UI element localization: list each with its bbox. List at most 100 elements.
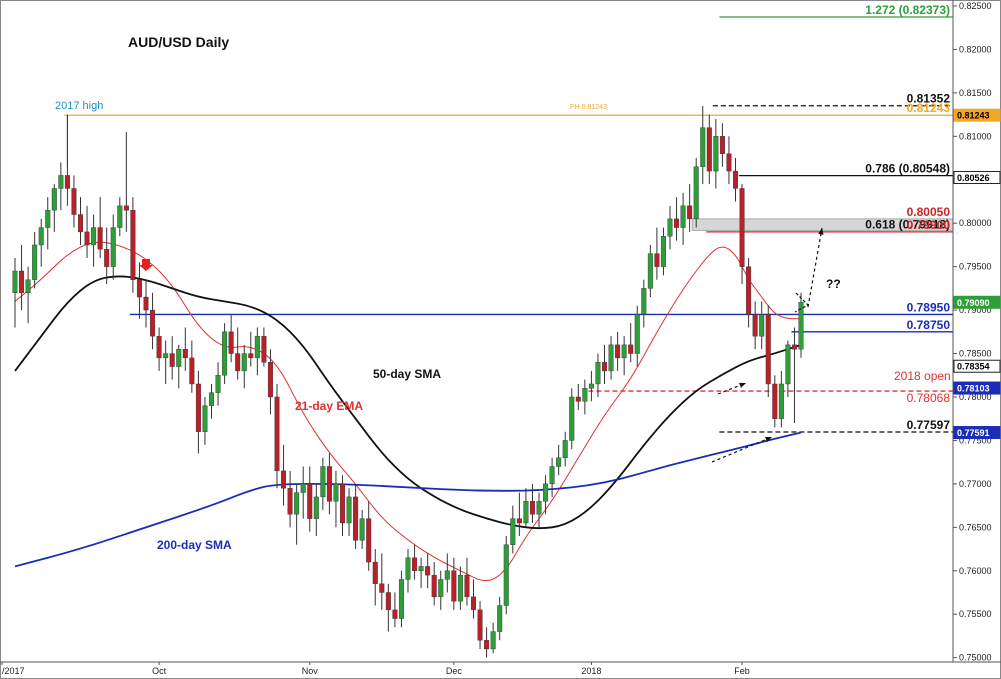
candle-body — [228, 331, 234, 354]
candle-body — [320, 466, 326, 498]
level-label: 0.78068 — [907, 391, 951, 405]
candle-body — [575, 396, 581, 402]
series-line — [14, 241, 801, 582]
candle-body — [25, 279, 31, 293]
candle-body — [372, 561, 378, 585]
candle-body — [222, 331, 228, 376]
candle-body — [97, 227, 103, 250]
candle-body — [143, 296, 149, 311]
y-tick-label: 0.75000 — [959, 653, 992, 663]
candle-body — [208, 392, 214, 406]
candle-body — [615, 344, 621, 359]
high-2017-label: 2017 high — [55, 100, 103, 112]
candle-body — [333, 483, 339, 502]
open-2018-label: 2018 open — [894, 369, 951, 383]
candle-body — [503, 544, 509, 606]
y-tick-label: 0.80000 — [959, 218, 992, 228]
candle-body — [516, 518, 522, 524]
level-label: 0.78950 — [907, 300, 951, 314]
price-tag-label: 0.81243 — [957, 111, 990, 121]
candle-body — [392, 609, 398, 619]
candle-body — [412, 557, 418, 571]
y-tick-label: 0.79000 — [959, 305, 992, 315]
candle-body — [359, 518, 365, 541]
candle-body — [281, 470, 287, 489]
candle-body — [51, 188, 57, 211]
candle-body — [752, 314, 758, 337]
candle-body — [588, 383, 594, 389]
candle-body — [104, 249, 110, 267]
red-arrow-marker — [139, 259, 153, 272]
level-label: 0.78750 — [907, 318, 951, 332]
candle-body — [438, 579, 444, 598]
candle-body — [176, 349, 182, 367]
candle-body — [510, 518, 516, 545]
candle-body — [791, 344, 797, 350]
price-tag — [953, 426, 1001, 440]
candle-body — [195, 383, 201, 432]
candle-body — [353, 496, 359, 541]
candle-body — [641, 288, 647, 315]
annotations-layer: AUD/USD Daily 2017 high PH 0.81243 21-da… — [55, 34, 951, 552]
x-tick-label: /2017 — [2, 666, 25, 676]
candle-body — [313, 496, 319, 519]
sma-50-label: 50-day SMA — [373, 367, 441, 381]
price-tag — [953, 108, 1001, 122]
candle-body — [235, 353, 241, 372]
candle-body — [490, 631, 496, 650]
candle-body — [12, 270, 18, 293]
candle-body — [287, 488, 293, 515]
y-tick-label: 0.75500 — [959, 609, 992, 619]
candle-body — [136, 279, 142, 298]
candle-body — [687, 205, 693, 220]
x-tick-label: Oct — [152, 666, 167, 676]
arrow-ema-head — [739, 382, 746, 388]
candle-body — [536, 501, 542, 515]
candle-body — [261, 335, 267, 363]
candle-body — [77, 214, 83, 233]
candle-body — [32, 244, 38, 280]
candle-body — [58, 175, 64, 189]
candle-body — [241, 353, 247, 372]
zigzag-path — [794, 292, 809, 313]
candle-body — [38, 227, 44, 246]
price-tag — [953, 295, 1001, 309]
candle-body — [700, 127, 706, 167]
y-tick-label: 0.79500 — [959, 262, 992, 272]
arrow-up-target — [807, 227, 823, 308]
candle-body — [346, 496, 352, 524]
level-label: 0.81243 — [907, 101, 951, 115]
candle-body — [91, 227, 97, 246]
arrow-200sma-head — [765, 436, 772, 442]
candle-body — [340, 483, 346, 524]
candle-body — [785, 344, 791, 385]
candle-body — [110, 227, 116, 267]
candle-body — [425, 566, 431, 576]
candle-body — [647, 253, 653, 289]
candle-body — [457, 574, 463, 602]
candle-body — [595, 362, 601, 385]
price-tag — [953, 171, 1001, 185]
candle-body — [765, 314, 771, 385]
candle-body — [719, 136, 725, 154]
level-label: 0.81352 — [907, 92, 951, 106]
candle-body — [569, 396, 575, 441]
x-tick-label: Nov — [302, 666, 319, 676]
candle-body — [602, 362, 608, 372]
candle-body — [307, 483, 313, 519]
candles-layer — [12, 105, 804, 658]
level-label: 0.77597 — [907, 418, 951, 432]
candle-body — [45, 209, 51, 228]
question-label: ?? — [826, 277, 841, 291]
candle-body — [706, 127, 712, 172]
series-line — [14, 431, 802, 568]
candle-body — [248, 353, 254, 359]
candle-body — [300, 483, 306, 493]
candle-body — [123, 205, 129, 211]
candle-body — [608, 344, 614, 372]
